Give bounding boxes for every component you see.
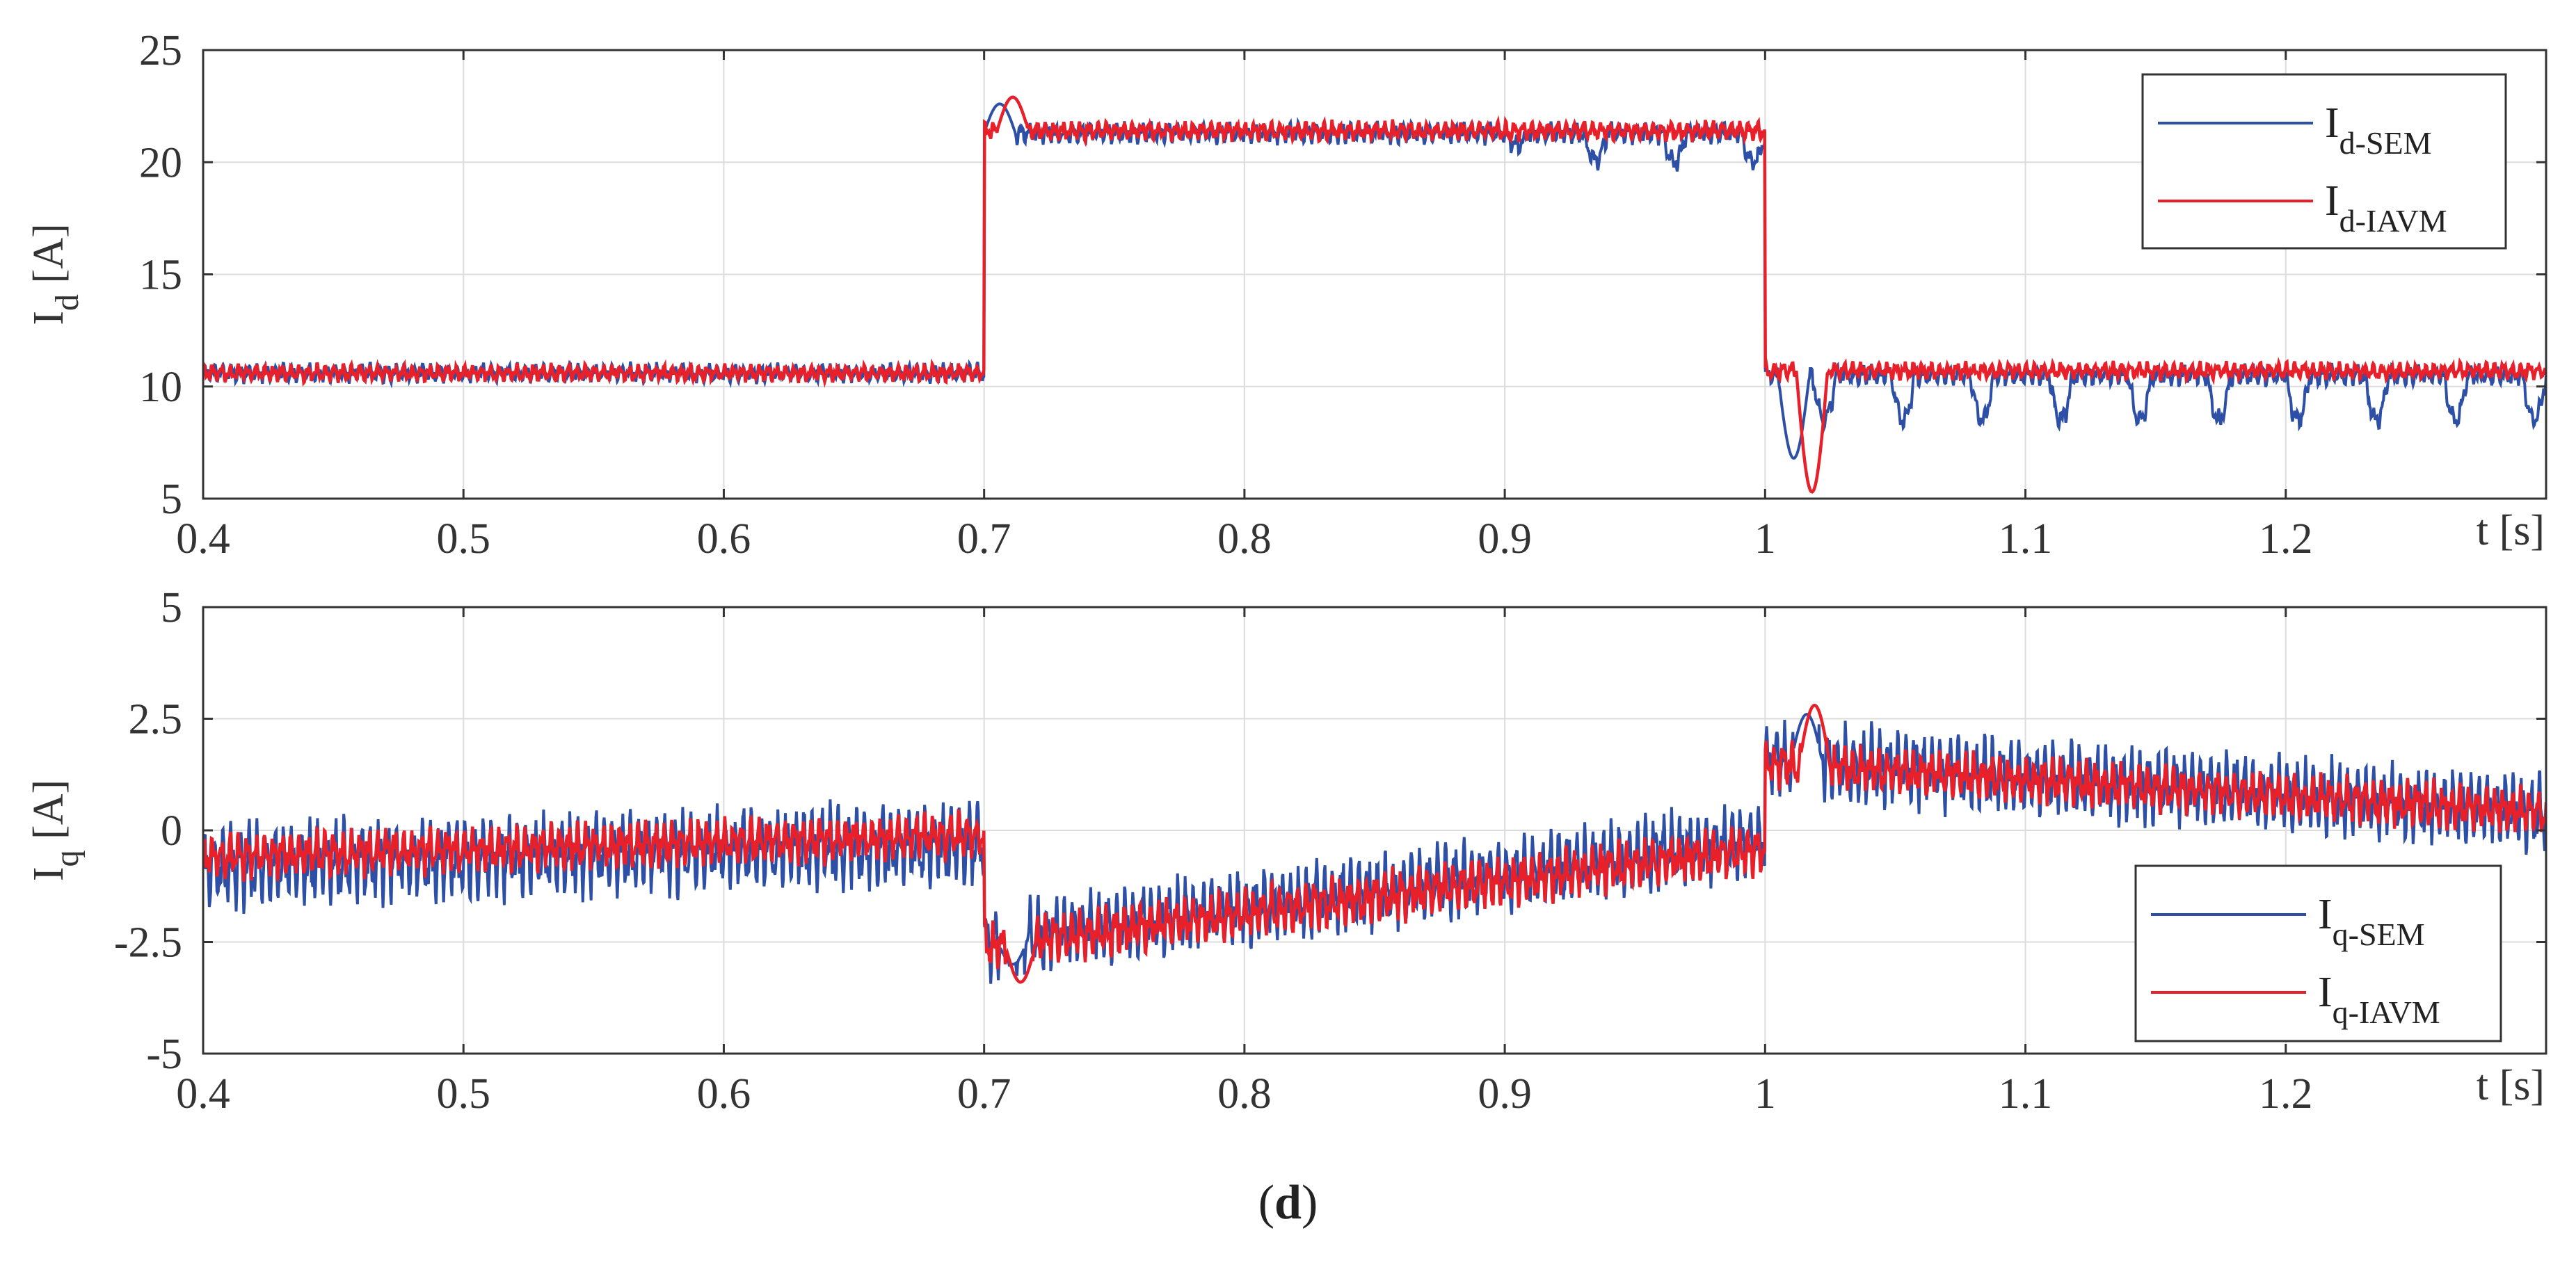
x-tick-label: 0.7 bbox=[957, 1070, 1011, 1118]
y-tick-label: 15 bbox=[139, 252, 182, 299]
x-tick-label: 0.6 bbox=[697, 1070, 751, 1118]
figure-caption: (d) bbox=[1258, 1176, 1318, 1230]
y-tick-label: 0 bbox=[161, 807, 182, 855]
x-tick-label: 0.9 bbox=[1478, 1070, 1532, 1118]
x-tick-label: 0.4 bbox=[176, 1070, 230, 1118]
y-tick-label: 5 bbox=[161, 584, 182, 631]
y-tick-label: 2.5 bbox=[129, 696, 183, 743]
legend: Iq-SEM Iq-IAVM bbox=[2134, 864, 2502, 1042]
id_plot: 0.4 0.5 0.6 0.7 0.8 0.9 1 1.1 1.2 5 10 15 20 25 t [s] I… bbox=[25, 27, 2547, 563]
legend-box bbox=[2134, 864, 2502, 1042]
series-line-iavm bbox=[203, 95, 2546, 494]
legend: Id-SEM Id-IAVM bbox=[2141, 73, 2507, 250]
x-tick-label: 0.9 bbox=[1478, 515, 1532, 563]
y-tick-label: 10 bbox=[139, 364, 182, 411]
x-tick-label: 1.1 bbox=[1999, 1070, 2053, 1118]
legend-label-iavm: Iq-IAVM bbox=[2318, 969, 2440, 1030]
legend-label-sem: Iq-SEM bbox=[2318, 891, 2425, 952]
x-axis-label: t [s] bbox=[2477, 1062, 2545, 1109]
y-tick-label: 5 bbox=[161, 476, 182, 523]
x-tick-label: 0.5 bbox=[436, 515, 490, 563]
legend-box bbox=[2141, 73, 2507, 250]
legend-label-sem: Id-SEM bbox=[2325, 99, 2432, 161]
y-axis-label: Id [A] bbox=[25, 223, 86, 325]
x-tick-label: 1.2 bbox=[2259, 515, 2313, 563]
x-tick-label: 0.4 bbox=[176, 515, 230, 563]
x-tick-label: 1.2 bbox=[2259, 1070, 2313, 1118]
x-tick-label: 1 bbox=[1754, 1070, 1776, 1118]
x-tick-label: 1 bbox=[1754, 515, 1776, 563]
y-tick-label: 20 bbox=[139, 139, 182, 186]
y-tick-label: 25 bbox=[139, 27, 182, 74]
y-tick-label: -2.5 bbox=[114, 919, 182, 967]
x-tick-label: 0.8 bbox=[1217, 515, 1272, 563]
x-axis-label: t [s] bbox=[2477, 507, 2545, 554]
series-line-iavm bbox=[203, 704, 2546, 984]
y-tick-label: -5 bbox=[146, 1031, 182, 1078]
iq_plot: 0.4 0.5 0.6 0.7 0.8 0.9 1 1.1 1.2 -5 -2.5 0 2.5 5 t [s… bbox=[25, 584, 2547, 1118]
x-tick-label: 0.5 bbox=[436, 1070, 490, 1118]
x-tick-label: 0.8 bbox=[1217, 1070, 1272, 1118]
x-tick-label: 0.6 bbox=[697, 515, 751, 563]
x-tick-label: 0.7 bbox=[957, 515, 1011, 563]
y-axis-label: Iq [A] bbox=[25, 780, 86, 881]
legend-label-iavm: Id-IAVM bbox=[2325, 177, 2447, 239]
x-tick-label: 1.1 bbox=[1999, 515, 2053, 563]
